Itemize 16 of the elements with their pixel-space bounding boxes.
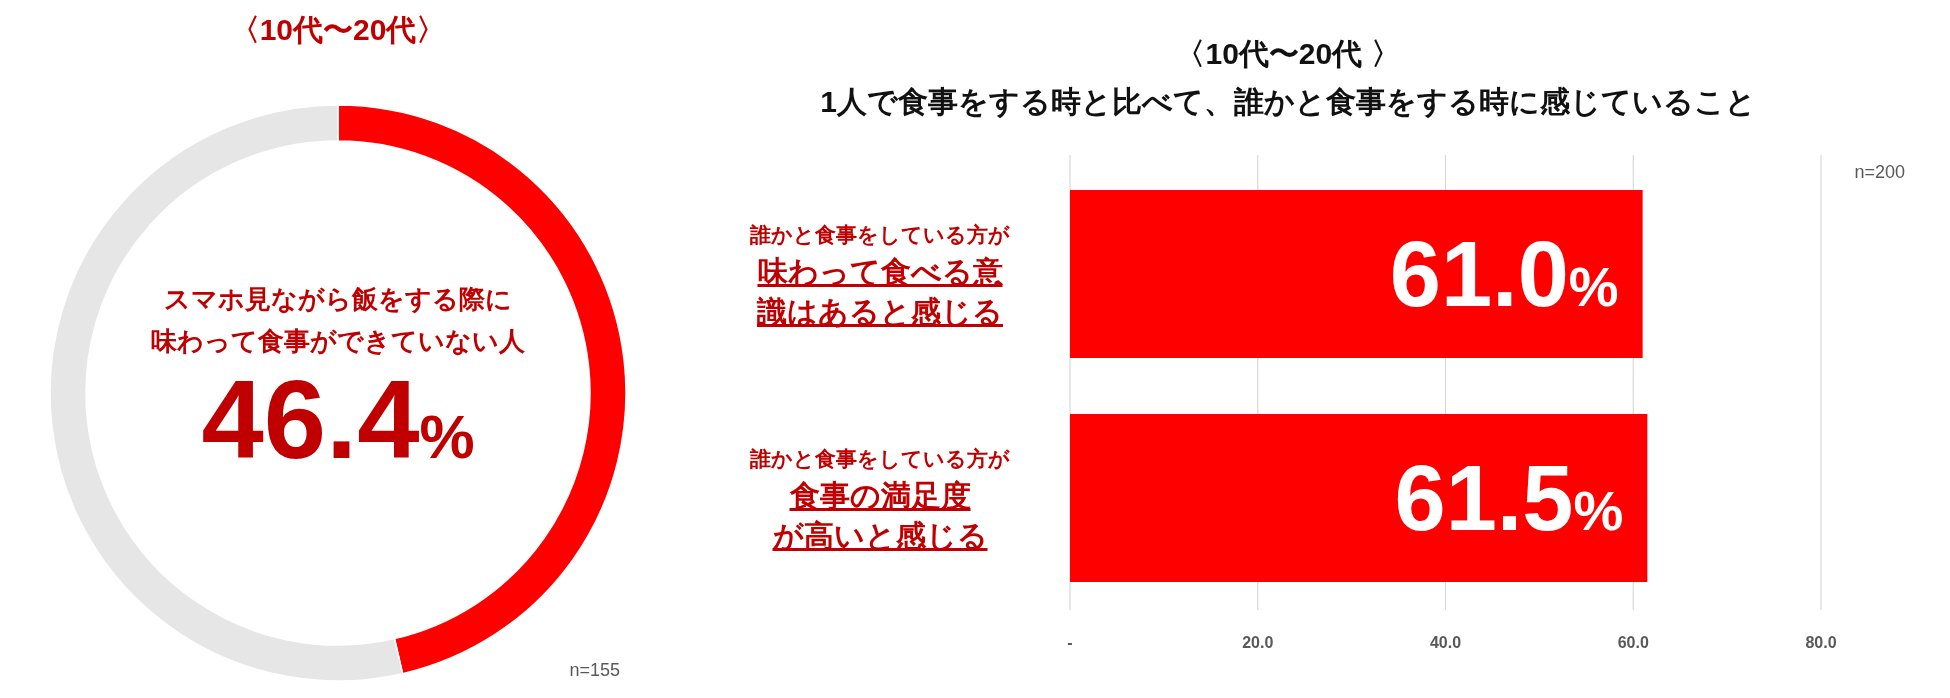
y-tick-label: 誰かと食事をしている方が食事の満足度が高いと感じる xyxy=(749,447,1010,552)
data-label: 61.0% xyxy=(1389,223,1619,325)
text: n=155 xyxy=(569,660,620,680)
x-tick-label: 20.0 xyxy=(1242,634,1274,651)
data-label: 46.4% xyxy=(201,357,475,482)
chart-title: 〈10代〜20代〉 xyxy=(229,13,447,46)
data-label: 61.5% xyxy=(1394,447,1624,549)
x-tick-label: 80.0 xyxy=(1805,634,1837,651)
slice-label: スマホ見ながら飯をする際に味わって食事ができていない人 xyxy=(151,284,526,356)
x-tick-label: 60.0 xyxy=(1617,634,1649,651)
chart-subtitle: 1人で食事をする時と比べて、誰かと食事をする時に感じていること xyxy=(820,85,1756,119)
x-tick-label: 40.0 xyxy=(1429,634,1462,651)
chart-title: 〈10代〜20代 〉 xyxy=(1175,37,1401,70)
y-tick-label: 誰かと食事をしている方が味わって食べる意識はあると感じる xyxy=(749,223,1010,328)
x-tick-label: - xyxy=(1067,634,1073,651)
text: n=200 xyxy=(1854,162,1905,182)
